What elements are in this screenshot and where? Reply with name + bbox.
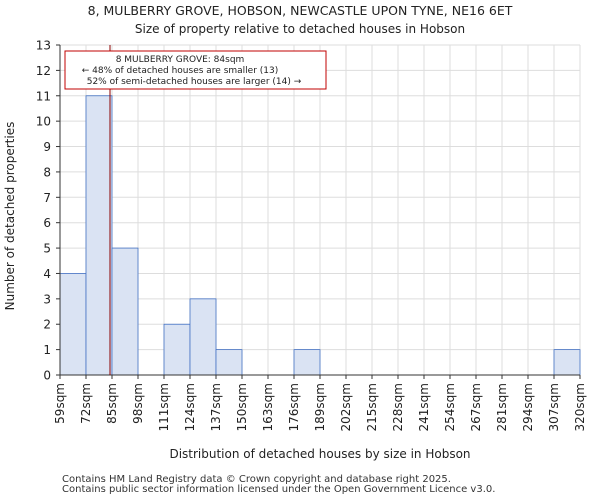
x-tick-label: 189sqm <box>313 383 327 431</box>
x-tick-label: 72sqm <box>79 383 93 424</box>
x-tick-label: 241sqm <box>417 383 431 431</box>
x-tick-label: 124sqm <box>183 383 197 431</box>
x-tick-label: 320sqm <box>573 383 587 431</box>
footer-line1: Contains HM Land Registry data © Crown c… <box>62 474 451 485</box>
x-tick-label: 307sqm <box>547 383 561 431</box>
histogram-chart: 8, MULBERRY GROVE, HOBSON, NEWCASTLE UPO… <box>3 3 587 461</box>
histogram-bar <box>59 273 87 376</box>
histogram-bar <box>293 349 321 376</box>
y-tick-label: 4 <box>43 267 51 281</box>
histogram-bar <box>85 95 113 376</box>
x-axis-label: Distribution of detached houses by size … <box>169 447 470 461</box>
y-tick-label: 0 <box>43 369 51 383</box>
x-tick-label: 150sqm <box>235 383 249 431</box>
y-tick-label: 8 <box>43 165 51 179</box>
bars-layer <box>59 95 581 376</box>
histogram-bar <box>215 349 243 376</box>
footer-line2: Contains public sector information licen… <box>62 484 496 495</box>
y-tick-label: 13 <box>36 39 51 53</box>
x-tick-label: 267sqm <box>469 383 483 431</box>
y-tick-label: 11 <box>36 89 51 103</box>
x-tick-label: 59sqm <box>53 383 67 424</box>
y-tick-label: 1 <box>43 343 51 357</box>
y-tick-label: 6 <box>43 216 51 230</box>
y-tick-label: 10 <box>36 115 51 129</box>
x-tick-label: 254sqm <box>443 383 457 431</box>
histogram-bar <box>111 247 139 376</box>
chart-title-line1: 8, MULBERRY GROVE, HOBSON, NEWCASTLE UPO… <box>88 3 513 18</box>
annotation-line2: ← 48% of detached houses are smaller (13… <box>82 66 279 76</box>
annotation-line3: 52% of semi-detached houses are larger (… <box>87 77 302 87</box>
y-tick-label: 2 <box>43 318 51 332</box>
x-tick-label: 98sqm <box>131 383 145 424</box>
annotation-box: 8 MULBERRY GROVE: 84sqm ← 48% of detache… <box>64 50 327 90</box>
x-tick-label: 111sqm <box>157 383 171 431</box>
x-tick-label: 281sqm <box>495 383 509 431</box>
histogram-bar <box>189 298 217 376</box>
y-tick-label: 3 <box>43 292 51 306</box>
x-tick-label: 294sqm <box>521 383 535 431</box>
x-tick-label: 176sqm <box>287 383 301 431</box>
x-tick-label: 228sqm <box>391 383 405 431</box>
x-tick-label: 163sqm <box>261 383 275 431</box>
x-tick-label: 202sqm <box>339 383 353 431</box>
annotation-border <box>64 50 327 90</box>
y-tick-label: 5 <box>43 242 51 256</box>
histogram-bar <box>163 323 191 376</box>
y-axis-label: Number of detached properties <box>3 122 17 311</box>
chart-title-line2: Size of property relative to detached ho… <box>135 22 465 36</box>
histogram-bar <box>553 349 581 376</box>
x-ticks-layer: 59sqm 72sqm 85sqm 98sqm 111sqm 124sqm 137sqm 15… <box>53 375 587 431</box>
x-tick-label: 85sqm <box>105 383 119 424</box>
y-tick-label: 7 <box>43 191 51 205</box>
y-tick-label: 9 <box>43 140 51 154</box>
annotation-line1: 8 MULBERRY GROVE: 84sqm <box>116 55 245 65</box>
x-tick-label: 215sqm <box>365 383 379 431</box>
x-tick-label: 137sqm <box>209 383 223 431</box>
y-tick-label: 12 <box>36 64 51 78</box>
